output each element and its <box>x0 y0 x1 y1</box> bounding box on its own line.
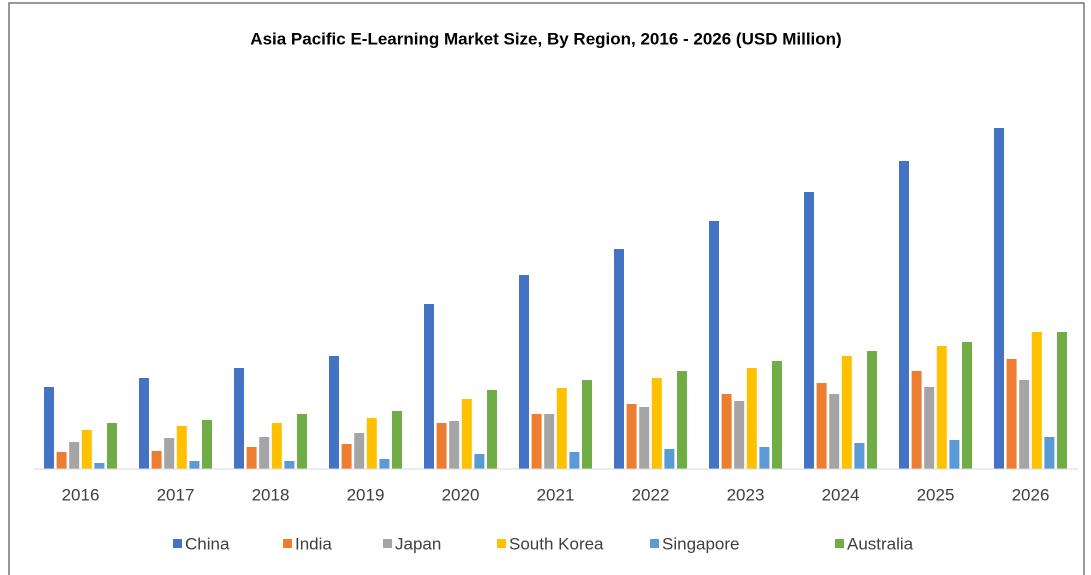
bar <box>1044 437 1055 469</box>
bar <box>949 440 960 469</box>
bar <box>449 421 460 469</box>
legend-swatch <box>173 539 182 548</box>
bar <box>151 451 162 469</box>
bar <box>639 407 650 469</box>
x-tick-label: 2018 <box>252 485 290 504</box>
bar <box>829 394 840 469</box>
bar <box>189 461 200 469</box>
bar <box>271 423 282 469</box>
x-tick-label: 2022 <box>632 485 670 504</box>
bar <box>816 383 827 469</box>
bar <box>911 371 922 469</box>
bar <box>962 342 972 469</box>
bar <box>1031 332 1042 469</box>
legend-swatch <box>383 539 392 548</box>
bar <box>341 444 352 469</box>
bar <box>202 420 212 469</box>
bar <box>246 447 257 469</box>
bar <box>259 437 270 469</box>
bar <box>994 128 1004 469</box>
bar <box>44 387 54 469</box>
bar <box>392 411 402 469</box>
bar <box>804 192 814 469</box>
bar <box>81 430 92 469</box>
bar <box>569 452 580 469</box>
bar <box>354 433 365 469</box>
legend-label: South Korea <box>509 534 604 553</box>
bar <box>436 423 447 469</box>
bar <box>759 447 770 469</box>
x-tick-label: 2025 <box>917 485 955 504</box>
bar <box>107 423 117 469</box>
x-tick-label: 2020 <box>442 485 480 504</box>
bar <box>1006 359 1017 469</box>
bar <box>69 442 80 469</box>
legend-swatch <box>835 539 844 548</box>
legend-swatch <box>283 539 292 548</box>
x-tick-label: 2021 <box>537 485 575 504</box>
legend-label: Singapore <box>662 534 740 553</box>
x-tick-label: 2019 <box>347 485 385 504</box>
bar <box>379 459 390 469</box>
bar <box>614 249 624 469</box>
bar <box>664 449 675 469</box>
bar <box>936 346 947 469</box>
legend-label: India <box>295 534 332 553</box>
chart-title: Asia Pacific E-Learning Market Size, By … <box>250 29 841 48</box>
legend-swatch <box>497 539 506 548</box>
bar <box>531 414 542 469</box>
legend-label: Japan <box>395 534 441 553</box>
bar <box>544 414 555 469</box>
bar <box>176 426 187 469</box>
x-tick-label: 2023 <box>727 485 765 504</box>
bar <box>841 356 852 469</box>
bar <box>1057 332 1067 469</box>
x-tick-label: 2026 <box>1012 485 1050 504</box>
x-tick-label: 2016 <box>62 485 100 504</box>
x-tick-label: 2024 <box>822 485 860 504</box>
bar <box>284 461 295 469</box>
bar <box>899 161 909 469</box>
bar <box>234 368 244 469</box>
bar <box>424 304 434 469</box>
bar <box>164 438 175 469</box>
bar <box>746 368 757 469</box>
x-tick-label: 2017 <box>157 485 195 504</box>
bar <box>56 452 67 469</box>
bar <box>1019 380 1030 469</box>
legend-swatch <box>650 539 659 548</box>
bar <box>867 351 877 469</box>
bar <box>329 356 339 469</box>
bar <box>487 390 497 469</box>
bar <box>461 399 472 469</box>
bar <box>626 404 637 469</box>
bar <box>772 361 782 469</box>
bar <box>519 275 529 469</box>
bar <box>854 443 865 469</box>
bar <box>734 401 745 469</box>
bar <box>924 387 935 469</box>
legend-label: Australia <box>847 534 914 553</box>
legend-label: China <box>185 534 230 553</box>
bar <box>139 378 149 469</box>
bar <box>366 418 377 469</box>
bar <box>677 371 687 469</box>
bar <box>709 221 719 469</box>
bar <box>297 414 307 469</box>
bar <box>474 454 485 469</box>
bar <box>94 463 105 469</box>
bar <box>651 378 662 469</box>
bar <box>582 380 592 469</box>
bar <box>721 394 732 469</box>
bar <box>556 388 567 469</box>
